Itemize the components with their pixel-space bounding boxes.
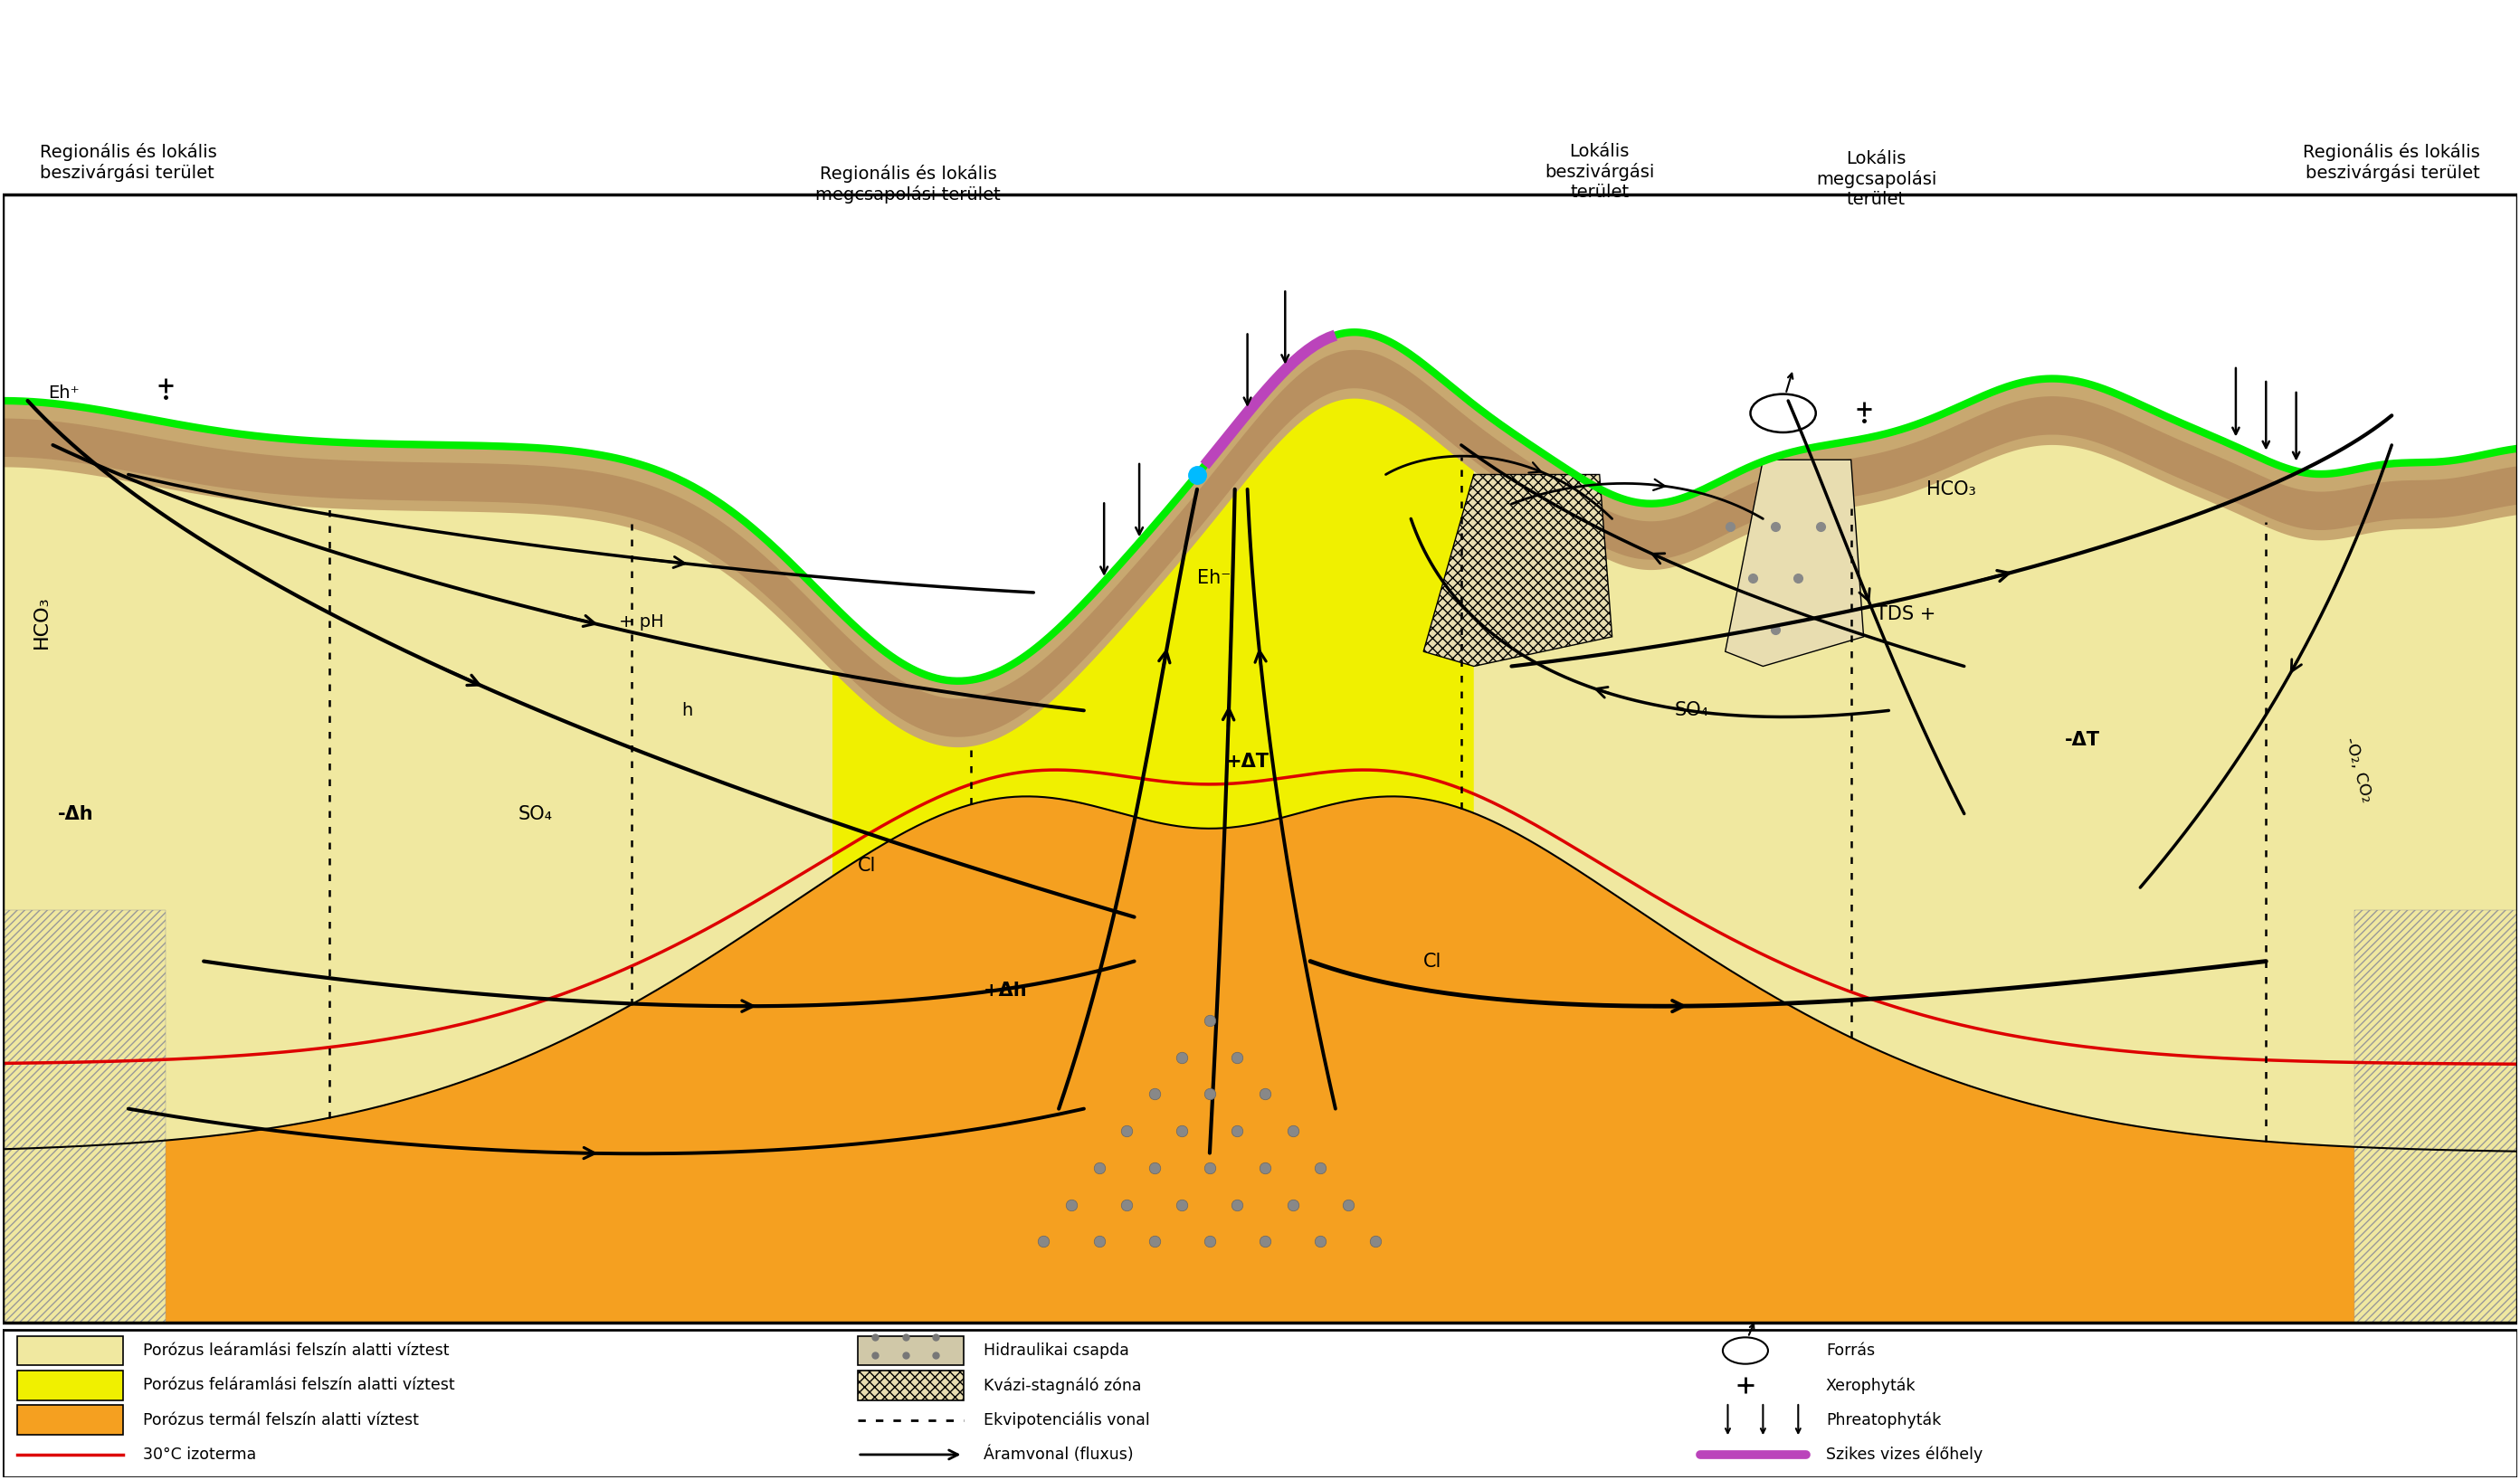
Text: h: h — [680, 702, 693, 719]
Polygon shape — [3, 332, 2517, 747]
Text: Phreatophyták: Phreatophyták — [1827, 1412, 1940, 1428]
Text: 30°C izoterma: 30°C izoterma — [144, 1446, 257, 1462]
Text: HCO₃: HCO₃ — [33, 595, 50, 648]
Polygon shape — [1424, 475, 1613, 666]
Bar — [18, 1336, 123, 1366]
Polygon shape — [3, 349, 2517, 737]
Text: HCO₃: HCO₃ — [1925, 480, 1976, 499]
Text: Regionális és lokális
beszivárgási terület: Regionális és lokális beszivárgási terül… — [40, 142, 217, 182]
Text: Porózus feláramlási felszín alatti víztest: Porózus feláramlási felszín alatti vízte… — [144, 1378, 456, 1394]
Polygon shape — [3, 332, 2517, 1151]
Bar — [18, 1405, 123, 1434]
Bar — [3, 1331, 2517, 1477]
Text: Xerophyták: Xerophyták — [1827, 1376, 1915, 1394]
Text: Regionális és lokális
megcsapolási terület: Regionális és lokális megcsapolási terül… — [816, 164, 1000, 204]
Polygon shape — [1726, 460, 1865, 666]
Text: Porózus termál felszín alatti víztest: Porózus termál felszín alatti víztest — [144, 1412, 418, 1428]
Bar — [857, 1336, 963, 1366]
Bar — [2354, 910, 2517, 1323]
Text: -O₂, CO₂: -O₂, CO₂ — [2341, 736, 2374, 804]
Bar — [857, 1370, 963, 1400]
Bar — [3, 910, 166, 1323]
Text: SO₄: SO₄ — [1676, 702, 1709, 719]
Bar — [3, 194, 2517, 1323]
Text: Regionális és lokális
beszivárgási terület: Regionális és lokális beszivárgási terül… — [2303, 142, 2480, 182]
Text: -Δh: -Δh — [58, 805, 93, 823]
Polygon shape — [3, 796, 2517, 1323]
Text: Forrás: Forrás — [1827, 1342, 1875, 1359]
Text: Szikes vizes élőhely: Szikes vizes élőhely — [1827, 1446, 1983, 1464]
Text: -ΔT: -ΔT — [2064, 731, 2099, 749]
Text: Lokális
megcsapolási
terület: Lokális megcsapolási terület — [1817, 149, 1935, 209]
Text: SO₄: SO₄ — [519, 805, 552, 823]
Bar — [3, 194, 2517, 1323]
Text: TDS +: TDS + — [1877, 605, 1935, 623]
Text: Eh⁺: Eh⁺ — [48, 385, 78, 403]
Text: Kvázi-stagnáló zóna: Kvázi-stagnáló zóna — [983, 1376, 1142, 1394]
Text: Hidraulikai csapda: Hidraulikai csapda — [983, 1342, 1129, 1359]
Text: +ΔT: +ΔT — [1225, 753, 1270, 771]
Text: Porózus leáramlási felszín alatti víztest: Porózus leáramlási felszín alatti víztes… — [144, 1342, 449, 1359]
Polygon shape — [832, 354, 1474, 876]
Text: Cl: Cl — [1424, 952, 1441, 971]
Text: Lokális
beszivárgási
terület: Lokális beszivárgási terület — [1545, 142, 1656, 201]
Text: Ekvipotenciális vonal: Ekvipotenciális vonal — [983, 1412, 1149, 1428]
Text: Áramvonal (fluxus): Áramvonal (fluxus) — [983, 1446, 1134, 1464]
Text: +Δh: +Δh — [983, 981, 1028, 1000]
Text: + pH: + pH — [620, 613, 663, 630]
Text: Eh⁻: Eh⁻ — [1197, 568, 1230, 586]
Text: Cl: Cl — [857, 857, 877, 875]
Bar — [18, 1370, 123, 1400]
